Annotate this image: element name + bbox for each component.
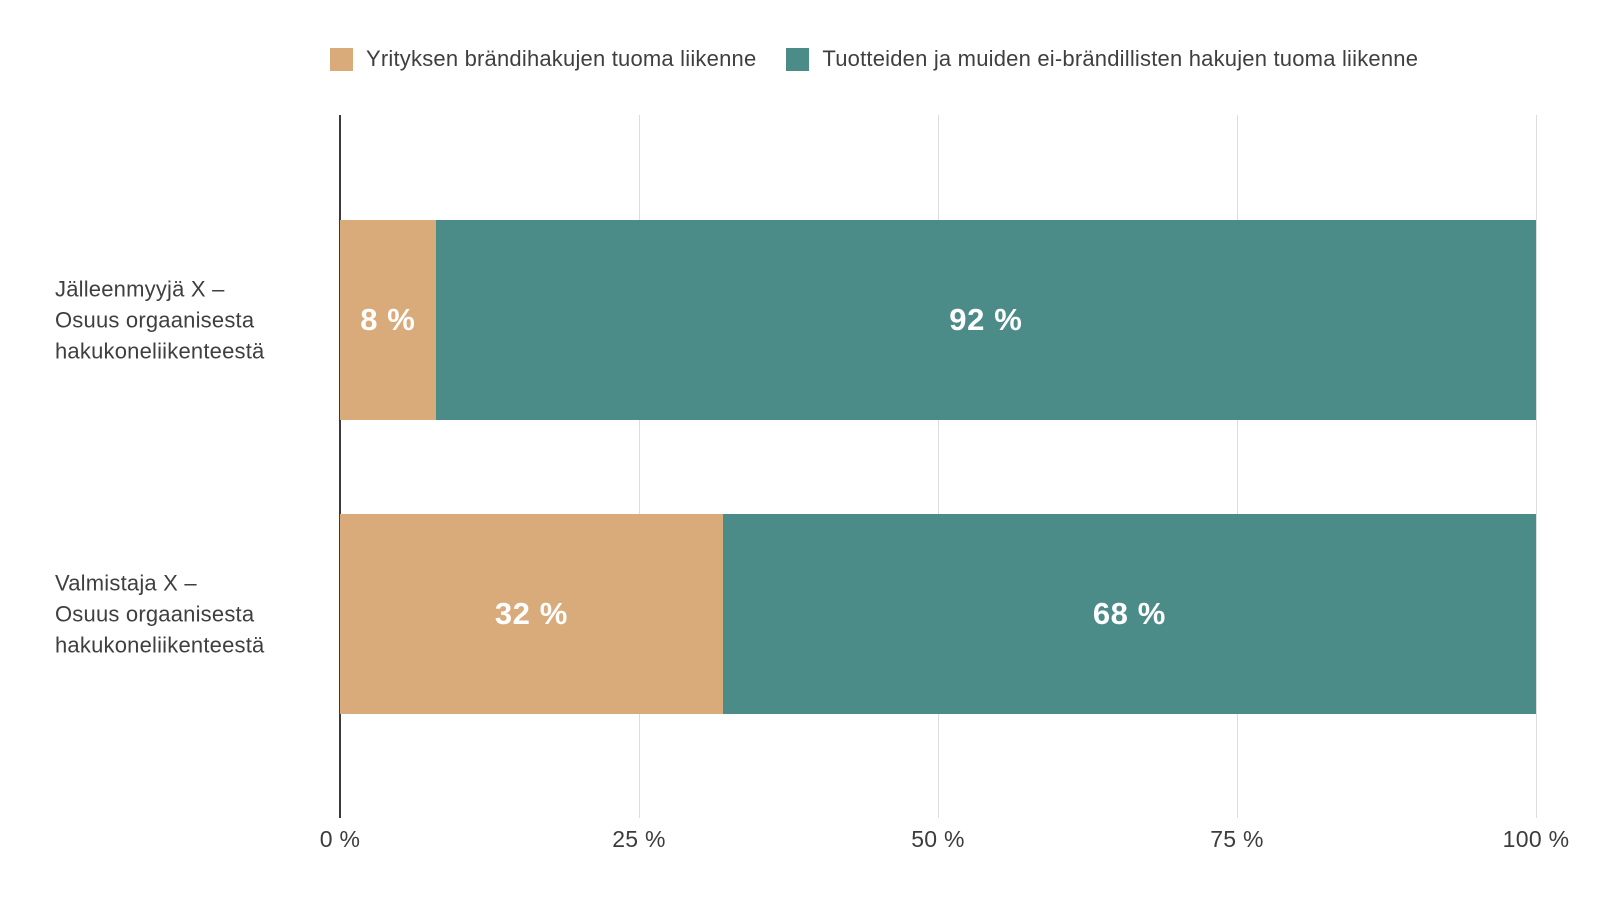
bar-value-label: 68 % bbox=[1092, 596, 1166, 631]
bar-segment-row1-series0: 32 % bbox=[340, 514, 723, 714]
bar-segment-row0-series0: 8 % bbox=[340, 220, 436, 420]
category-label-1: Valmistaja X – Osuus orgaanisesta hakukone… bbox=[55, 570, 265, 658]
bar-segment-row0-series1: 92 % bbox=[435, 220, 1536, 420]
x-tick-label-100: 100 % bbox=[1502, 826, 1570, 852]
x-tick-label-25: 25 % bbox=[612, 826, 666, 852]
legend-item-0: Yrityksen brändihakujen tuoma liikenne bbox=[330, 46, 756, 72]
tan-swatch-icon bbox=[330, 47, 353, 71]
teal-swatch-icon bbox=[786, 47, 810, 71]
legend-label: Yrityksen brändihakujen tuoma liikenne bbox=[366, 46, 757, 71]
bar-value-label: 8 % bbox=[360, 302, 416, 337]
gridline-75 bbox=[1237, 115, 1238, 818]
x-tick-label-50: 50 % bbox=[911, 826, 965, 852]
gridline-25 bbox=[639, 115, 640, 818]
bar-value-label: 92 % bbox=[949, 302, 1023, 337]
gridline-100 bbox=[1536, 115, 1537, 818]
y-axis-line bbox=[339, 115, 341, 818]
gridline-50 bbox=[938, 115, 939, 818]
category-label-0: Jälleenmyyjä X – Osuus orgaanisesta hakuko… bbox=[55, 276, 265, 364]
legend-label: Tuotteiden ja muiden ei-brändillisten ha… bbox=[822, 46, 1419, 71]
x-tick-label-0: 0 % bbox=[319, 826, 361, 852]
bar-value-label: 32 % bbox=[494, 596, 568, 631]
bar-row-1: 32 % 68 % bbox=[340, 514, 1536, 714]
plot-area: 8 % 92 % 32 % 68 % bbox=[339, 115, 1537, 818]
bar-row-0: 8 % 92 % bbox=[340, 220, 1536, 420]
x-tick-label-75: 75 % bbox=[1210, 826, 1264, 852]
legend-item-1: Tuotteiden ja muiden ei-brändillisten ha… bbox=[786, 46, 1418, 72]
chart-legend: Yrityksen brändihakujen tuoma liikenne Tu… bbox=[330, 46, 1418, 72]
bar-segment-row1-series1: 68 % bbox=[722, 514, 1536, 714]
